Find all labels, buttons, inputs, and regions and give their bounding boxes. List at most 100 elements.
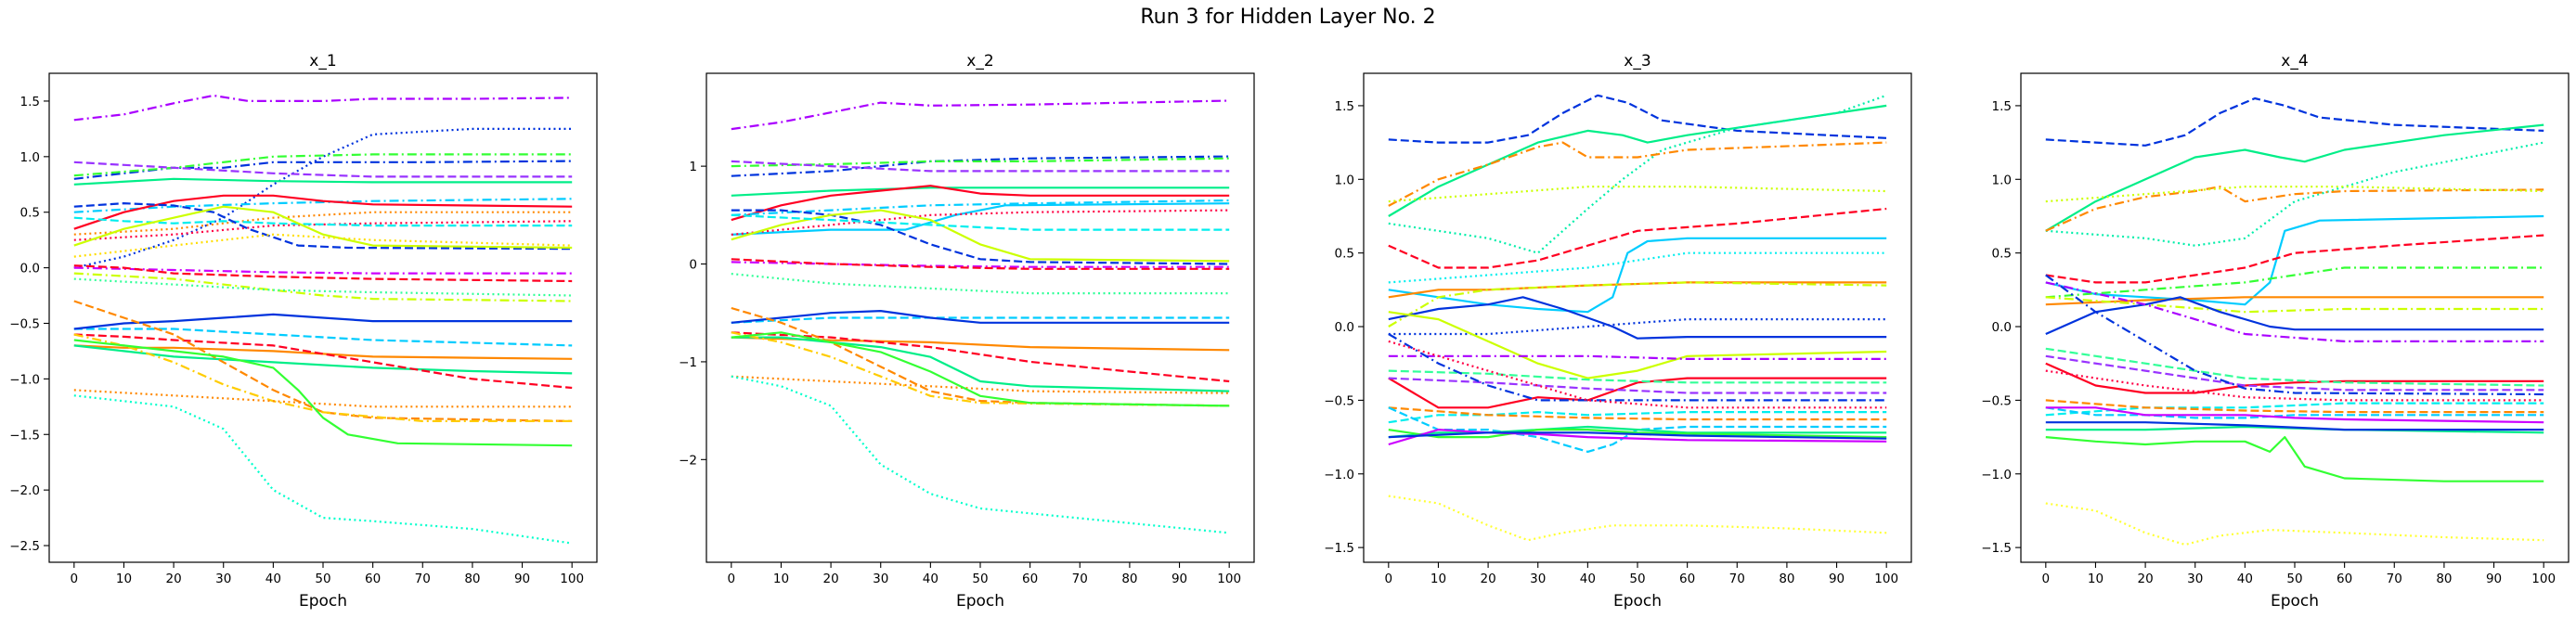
x-tick: 10 xyxy=(2088,562,2104,586)
y-tick: 0.0 xyxy=(20,262,49,276)
x-tick-label: 0 xyxy=(71,572,79,586)
series-line xyxy=(2045,406,2544,424)
series-line xyxy=(731,331,1230,383)
series-group xyxy=(2045,96,2544,546)
series-line xyxy=(2045,281,2544,342)
series-line xyxy=(73,220,573,241)
subplot-x4: 0 10 20 30 40 50 60 70 80 90 100 −1.5 −1.0 −0.5 0.0 0.5… xyxy=(1981,52,2570,611)
y-tick: 0.0 xyxy=(1335,320,1364,335)
series-line xyxy=(1388,406,1887,453)
series-line xyxy=(1388,94,1887,144)
y-tick-label: 0 xyxy=(689,258,697,273)
x-tick: 10 xyxy=(116,562,132,586)
series-line xyxy=(1388,377,1887,409)
y-tick: 0 xyxy=(689,258,706,273)
y-tick-label: −0.5 xyxy=(9,316,40,331)
series-line xyxy=(731,202,1230,236)
series-group xyxy=(731,99,1230,534)
x-tick-label: 90 xyxy=(2486,572,2502,586)
series-line xyxy=(73,313,573,330)
y-tick: −1.0 xyxy=(9,372,49,387)
series-line xyxy=(73,177,573,186)
series-line xyxy=(1388,354,1887,360)
series-line xyxy=(2045,347,2544,387)
subplot-title: x_3 xyxy=(1624,52,1650,71)
x-tick-label: 10 xyxy=(116,572,132,586)
x-tick-label: 80 xyxy=(1779,572,1794,586)
y-tick-label: 1.5 xyxy=(20,95,40,109)
series-line xyxy=(73,233,573,258)
x-tick: 30 xyxy=(1530,562,1546,586)
series-line xyxy=(2045,296,2544,336)
series-line xyxy=(731,199,1230,216)
subplot-x1: 0 10 20 30 40 50 60 70 80 90 100 −2.5 −2.0 −1.5 −1.0 −0… xyxy=(9,52,598,611)
series-line xyxy=(2045,266,2544,299)
series-group xyxy=(73,94,573,545)
series-line xyxy=(73,277,573,297)
x-tick: 70 xyxy=(415,562,431,586)
series-line xyxy=(2045,399,2544,414)
x-axis-label: Epoch xyxy=(299,592,347,611)
y-tick: 1 xyxy=(689,160,706,174)
y-tick: −1.0 xyxy=(1324,468,1364,482)
series-line xyxy=(1388,340,1887,409)
x-axis-label: Epoch xyxy=(956,592,1004,611)
x-tick-label: 0 xyxy=(1385,572,1393,586)
y-tick-label: 1.0 xyxy=(1335,173,1354,187)
series-line xyxy=(2045,96,2544,147)
series-line xyxy=(1388,186,1887,203)
y-tick-label: 0.0 xyxy=(20,262,40,276)
y-tick-label: 1 xyxy=(689,160,697,174)
series-line xyxy=(1388,251,1887,284)
axes-frame xyxy=(1363,72,1912,563)
series-line xyxy=(2045,296,2544,306)
series-line xyxy=(73,266,573,275)
y-tick-label: −1 xyxy=(679,355,697,370)
x-tick: 90 xyxy=(514,562,530,586)
series-line xyxy=(1388,237,1887,314)
series-line xyxy=(731,310,1230,324)
x-tick-label: 30 xyxy=(2187,572,2203,586)
x-tick: 40 xyxy=(2237,562,2253,586)
series-line xyxy=(73,202,573,251)
series-line xyxy=(2045,141,2544,247)
y-tick: 1.5 xyxy=(1992,99,2021,114)
y-tick-label: 0.0 xyxy=(1992,320,2012,335)
y-tick: −2.5 xyxy=(9,539,49,554)
x-tick: 0 xyxy=(71,562,79,586)
x-tick-label: 80 xyxy=(1121,572,1137,586)
series-line xyxy=(2045,186,2544,203)
series-line xyxy=(73,205,573,250)
x-tick-label: 20 xyxy=(2137,572,2153,586)
series-line xyxy=(731,331,1230,407)
x-tick-label: 40 xyxy=(1580,572,1596,586)
x-tick: 40 xyxy=(923,562,938,586)
series-line xyxy=(2045,296,2544,314)
y-tick: −2.0 xyxy=(9,483,49,498)
x-tick: 30 xyxy=(2187,562,2203,586)
subplot-title: x_1 xyxy=(309,52,336,71)
x-tick-label: 70 xyxy=(1072,572,1088,586)
x-tick: 30 xyxy=(873,562,888,586)
y-tick-label: −2.5 xyxy=(9,539,40,554)
series-line xyxy=(1388,377,1887,394)
x-tick: 50 xyxy=(315,562,331,586)
series-line xyxy=(731,375,1230,394)
series-line xyxy=(731,213,1230,231)
x-tick: 50 xyxy=(972,562,989,586)
x-tick-label: 100 xyxy=(560,572,584,586)
x-tick: 20 xyxy=(1480,562,1496,586)
x-tick: 20 xyxy=(2137,562,2154,586)
y-tick-label: 0.5 xyxy=(1335,247,1354,262)
series-line xyxy=(731,258,1230,270)
x-tick: 20 xyxy=(165,562,182,586)
series-line xyxy=(731,160,1230,173)
series-line xyxy=(1388,318,1887,336)
y-tick-label: −1.0 xyxy=(1981,468,2012,482)
x-tick-label: 70 xyxy=(415,572,431,586)
y-tick-label: 0.5 xyxy=(1992,247,2012,262)
axes-frame xyxy=(2020,72,2570,563)
x-tick: 40 xyxy=(265,562,281,586)
x-tick-label: 100 xyxy=(1217,572,1241,586)
